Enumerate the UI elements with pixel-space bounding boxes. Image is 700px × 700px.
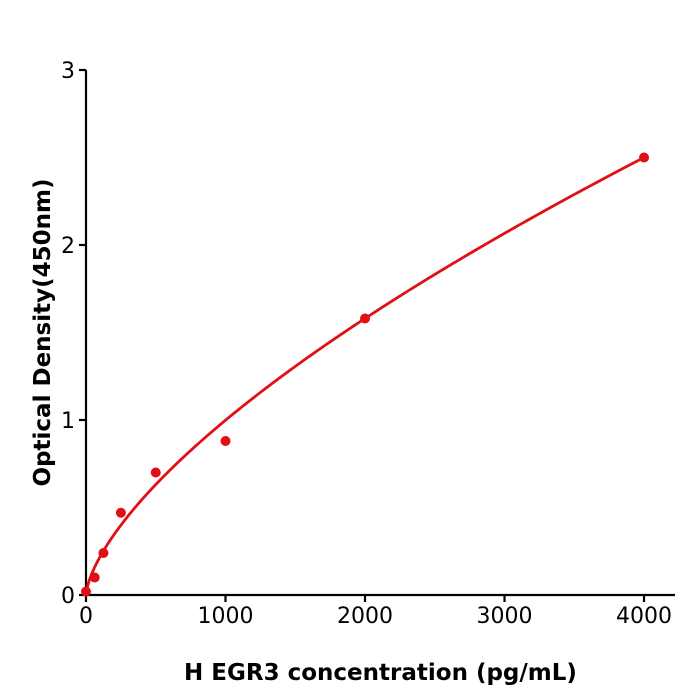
data-point [360, 313, 371, 324]
x-tick-label: 1000 [198, 604, 254, 629]
data-point [81, 586, 91, 597]
y-axis-label: Optical Density(450nm) [30, 179, 56, 487]
data-point [150, 467, 161, 478]
x-tick-label: 0 [79, 604, 93, 629]
fit-curve [84, 156, 646, 597]
data-point [639, 152, 650, 163]
y-tick-label: 0 [61, 584, 75, 609]
x-tick-label: 2000 [337, 604, 393, 629]
data-point [89, 572, 100, 583]
y-axis-ticks: 0 1 2 3 [61, 59, 86, 609]
x-tick-label: 4000 [616, 604, 672, 629]
data-point [115, 507, 126, 518]
x-axis-label: H EGR3 concentration (pg/mL) [184, 660, 577, 686]
data-point [98, 548, 109, 558]
fit-curve-layer [84, 156, 646, 597]
data-point [220, 436, 231, 446]
axes-spines [84, 70, 675, 597]
y-tick-label: 3 [61, 59, 75, 84]
x-tick-label: 3000 [477, 604, 533, 629]
y-tick-label: 2 [61, 234, 75, 259]
y-tick-label: 1 [61, 409, 75, 434]
x-axis-ticks: 0 1000 2000 3000 4000 [79, 595, 672, 629]
data-points-layer [81, 152, 650, 597]
